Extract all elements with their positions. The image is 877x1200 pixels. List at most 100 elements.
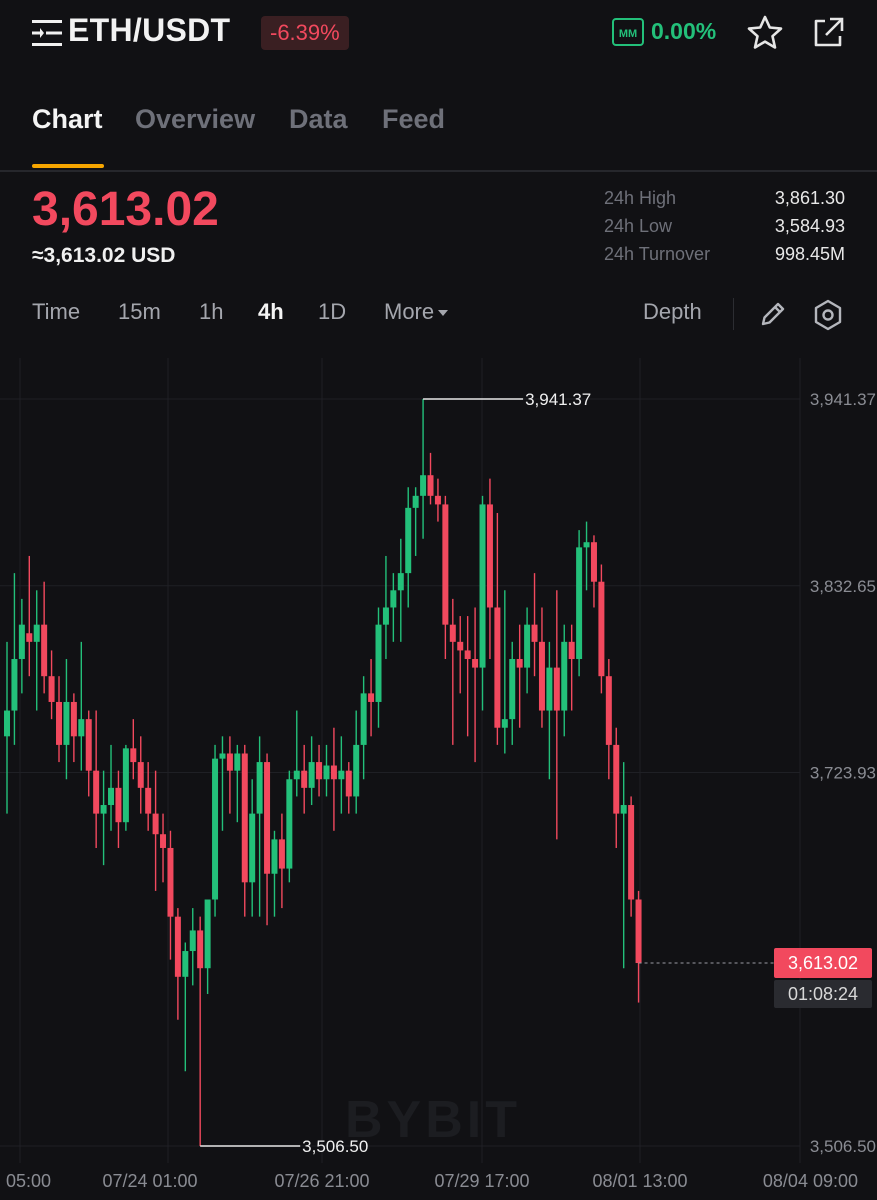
- candle-body: [278, 839, 285, 869]
- candle-body: [412, 495, 419, 508]
- candle-body: [531, 624, 538, 642]
- candle-body: [464, 650, 471, 660]
- trading-pair-title[interactable]: ETH/USDT: [68, 12, 231, 48]
- candle-body: [26, 633, 33, 642]
- tab-overview[interactable]: Overview: [135, 104, 256, 134]
- candle-body: [4, 710, 10, 737]
- interval-1h[interactable]: 1h: [199, 299, 224, 324]
- candle-body: [561, 641, 568, 711]
- y-axis-tick-label: 3,832.65: [810, 577, 876, 596]
- candle-body: [360, 693, 367, 745]
- tabs-divider: [0, 170, 877, 172]
- interval-4h[interactable]: 4h: [258, 299, 284, 324]
- candle-body: [405, 507, 412, 574]
- candle-body: [486, 504, 493, 608]
- last-price: 3,613.02: [32, 183, 219, 236]
- x-axis-tick-label: 08/01 13:00: [592, 1171, 687, 1191]
- pencil-icon[interactable]: [757, 298, 789, 330]
- candle-body: [48, 676, 55, 702]
- x-axis-tick-label: 05:00: [6, 1171, 51, 1191]
- candle-body: [449, 624, 456, 642]
- interval-more[interactable]: More: [384, 299, 449, 325]
- candle-body: [56, 701, 63, 745]
- candle-body: [100, 805, 107, 814]
- price-change-badge: -6.39%: [261, 16, 349, 50]
- interval-15m[interactable]: 15m: [118, 299, 161, 324]
- menu-icon[interactable]: [32, 20, 62, 46]
- candle-body: [605, 676, 612, 745]
- mm-badge[interactable]: MM: [612, 18, 644, 46]
- candle-body: [189, 930, 196, 952]
- candle-body: [286, 779, 293, 869]
- caret-down-icon: [438, 310, 449, 317]
- high-marker-label: 3,941.37: [525, 390, 591, 409]
- candle-body: [353, 744, 360, 797]
- candle-body: [598, 581, 605, 677]
- candle-body: [234, 753, 241, 771]
- candle-body: [93, 770, 100, 814]
- x-axis-tick-label: 07/26 21:00: [274, 1171, 369, 1191]
- candle-body: [494, 607, 501, 728]
- candle-body: [316, 762, 323, 780]
- candle-body: [338, 770, 345, 780]
- stat-label-24h-turnover: 24h Turnover: [604, 244, 711, 264]
- candle-body: [620, 805, 627, 814]
- candle-body: [516, 659, 523, 668]
- tab-chart[interactable]: Chart: [32, 104, 103, 134]
- interval-time[interactable]: Time: [32, 299, 81, 324]
- candle-body: [264, 762, 271, 874]
- candle-body: [635, 899, 642, 964]
- candle-body: [41, 624, 48, 677]
- stat-value-24h-low: 3,584.93: [774, 216, 845, 236]
- candle-body: [167, 847, 174, 917]
- stat-label-24h-high: 24h High: [604, 188, 677, 208]
- candle-body: [301, 770, 308, 788]
- candle-body: [197, 930, 204, 969]
- y-axis-tick-label: 3,723.93: [810, 764, 876, 783]
- active-tab-indicator: [32, 164, 104, 168]
- candle-body: [434, 495, 441, 505]
- candle-body: [390, 590, 397, 608]
- candle-body: [152, 813, 159, 835]
- candle-body: [330, 765, 337, 780]
- candlestick-chart[interactable]: 3,941.37 3,832.65 3,723.93 3,506.50 05:00 07/…: [0, 358, 877, 1200]
- candle-countdown: 01:08:24: [774, 980, 872, 1008]
- candle-body: [553, 667, 560, 711]
- candle-body: [524, 624, 531, 668]
- stat-value-24h-high: 3,861.30: [774, 188, 845, 208]
- candle-body: [501, 719, 508, 728]
- candle-body: [174, 916, 181, 977]
- candle-body: [122, 748, 129, 823]
- stat-value-24h-turnover: 998.45M: [774, 244, 845, 264]
- candle-body: [590, 542, 597, 582]
- candle-body: [212, 758, 219, 900]
- share-icon[interactable]: [810, 15, 846, 51]
- tab-data[interactable]: Data: [289, 104, 348, 134]
- candle-body: [420, 475, 427, 496]
- toolbar-divider: [733, 298, 734, 330]
- candle-body: [70, 701, 77, 737]
- last-price-usd: ≈3,613.02 USD: [32, 244, 176, 267]
- interval-1d[interactable]: 1D: [318, 299, 347, 324]
- candle-body: [546, 667, 553, 711]
- candle-body: [182, 951, 189, 977]
- bybit-watermark: BYBIT: [345, 1091, 521, 1149]
- candle-body: [568, 641, 575, 660]
- header-bar: ETH/USDT -6.39% MM 0.00%: [0, 0, 877, 70]
- star-icon[interactable]: [746, 14, 784, 52]
- depth-button[interactable]: Depth: [643, 299, 702, 324]
- candle-body: [323, 765, 330, 780]
- candle-body: [63, 701, 70, 745]
- candle-body: [583, 542, 590, 548]
- candle-body: [115, 787, 122, 823]
- candle-body: [219, 753, 226, 759]
- tab-feed[interactable]: Feed: [382, 104, 446, 134]
- candle-body: [375, 624, 382, 702]
- candle-body: [33, 624, 40, 642]
- chart-canvas[interactable]: 3,941.37 3,832.65 3,723.93 3,506.50 05:00 07/…: [0, 358, 877, 1200]
- x-axis-tick-label: 08/04 09:00: [763, 1171, 858, 1191]
- candle-body: [442, 504, 449, 625]
- settings-icon[interactable]: [811, 298, 845, 332]
- candle-body: [130, 748, 137, 763]
- mm-value[interactable]: 0.00%: [651, 18, 717, 44]
